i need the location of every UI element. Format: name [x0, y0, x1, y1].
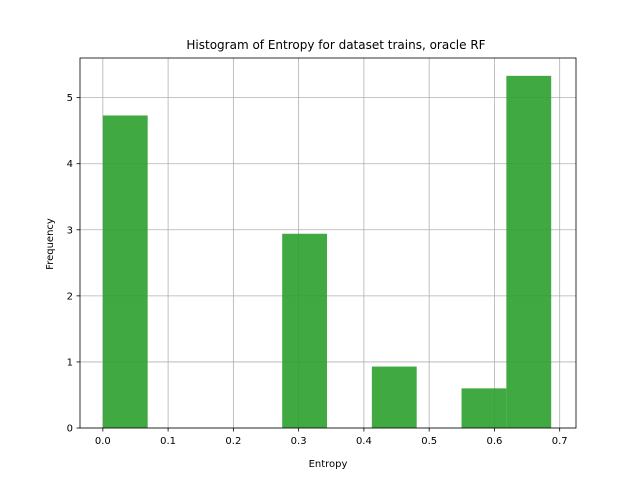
histogram-bar-9	[506, 75, 552, 428]
x-tick-label-0: 0.0	[95, 436, 111, 447]
histogram-bar-6	[371, 366, 417, 428]
y-axis-ticks: 0 1 2 3 4 5	[67, 93, 80, 435]
plot-frame	[79, 57, 577, 429]
bars-layer	[102, 75, 552, 428]
y-tick-label-0: 0	[67, 424, 73, 435]
y-tick-label-2: 2	[67, 291, 73, 302]
chart-title: Histogram of Entropy for dataset trains,…	[186, 38, 485, 52]
x-tick-label-5: 0.5	[421, 436, 437, 447]
histogram-bar-4	[282, 233, 328, 428]
y-tick-label-5: 5	[67, 93, 73, 104]
x-tick-label-6: 0.6	[486, 436, 502, 447]
y-axis-label: Frequency	[45, 218, 56, 270]
y-tick-label-4: 4	[67, 159, 73, 170]
histogram-bar-0	[102, 115, 148, 428]
histogram-bar-8	[461, 388, 507, 428]
x-tick-label-1: 0.1	[160, 436, 176, 447]
x-tick-label-7: 0.7	[552, 436, 568, 447]
axes	[79, 57, 577, 429]
y-tick-label-1: 1	[67, 357, 73, 368]
x-tick-label-2: 0.2	[225, 436, 241, 447]
x-tick-label-3: 0.3	[291, 436, 307, 447]
y-tick-label-3: 3	[67, 225, 73, 236]
x-tick-label-4: 0.4	[356, 436, 372, 447]
grid-lines	[80, 58, 576, 429]
x-axis-ticks: 0.0 0.1 0.2 0.3 0.4 0.5 0.6 0.7	[95, 428, 568, 447]
x-axis-label: Entropy	[309, 459, 348, 470]
